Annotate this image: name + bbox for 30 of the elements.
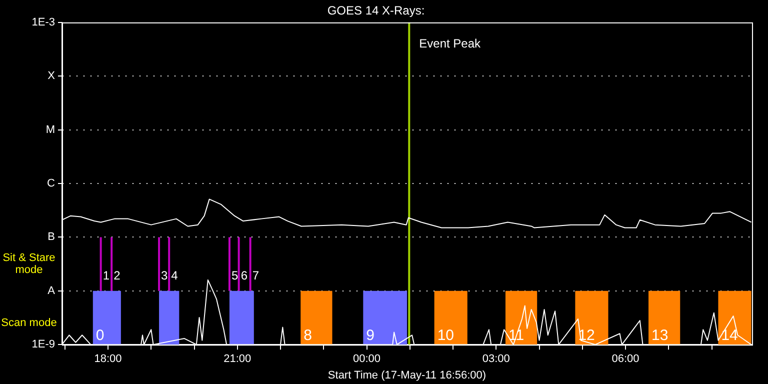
y-tick-label: 1E-3 xyxy=(32,16,55,28)
ref-line-label: 1 xyxy=(102,268,110,282)
x-axis-title: Start Time (17-May-11 16:56:00) xyxy=(328,369,486,382)
band-label: 10 xyxy=(437,327,454,344)
ref-line-label: 4 xyxy=(171,268,178,282)
ref-line-label: Event Peak xyxy=(419,36,482,51)
chart-title: GOES 14 X-Rays: xyxy=(327,4,425,18)
y-tick-label: 1E-9 xyxy=(32,338,55,351)
text: Sit & Stare mode xyxy=(2,252,56,276)
x-tick-label: 00:00 xyxy=(352,353,381,366)
y-tick-label: M xyxy=(46,124,55,136)
y-tick-label: X xyxy=(48,70,56,82)
band-label: 9 xyxy=(366,327,374,344)
ref-line-label: 2 xyxy=(114,268,121,282)
x-tick-label: 06:00 xyxy=(612,353,640,366)
text: Scan mode xyxy=(1,317,57,330)
ref-line-label: 6 xyxy=(240,268,248,282)
band-label: 0 xyxy=(96,327,104,344)
x-tick-label: 03:00 xyxy=(482,353,510,366)
band-label: 13 xyxy=(652,327,668,344)
y-tick-label: A xyxy=(48,284,56,297)
y-tick-label: B xyxy=(48,231,55,244)
y-tick-label: C xyxy=(47,178,56,190)
ref-line-label: 3 xyxy=(161,268,168,282)
band-label: 8 xyxy=(304,327,312,344)
x-tick-label: 18:00 xyxy=(94,353,122,366)
ref-line-label: 7 xyxy=(252,268,260,282)
x-tick-label: 21:00 xyxy=(224,353,252,366)
band-label: 14 xyxy=(721,327,738,344)
ref-line-label: 5 xyxy=(231,268,238,282)
